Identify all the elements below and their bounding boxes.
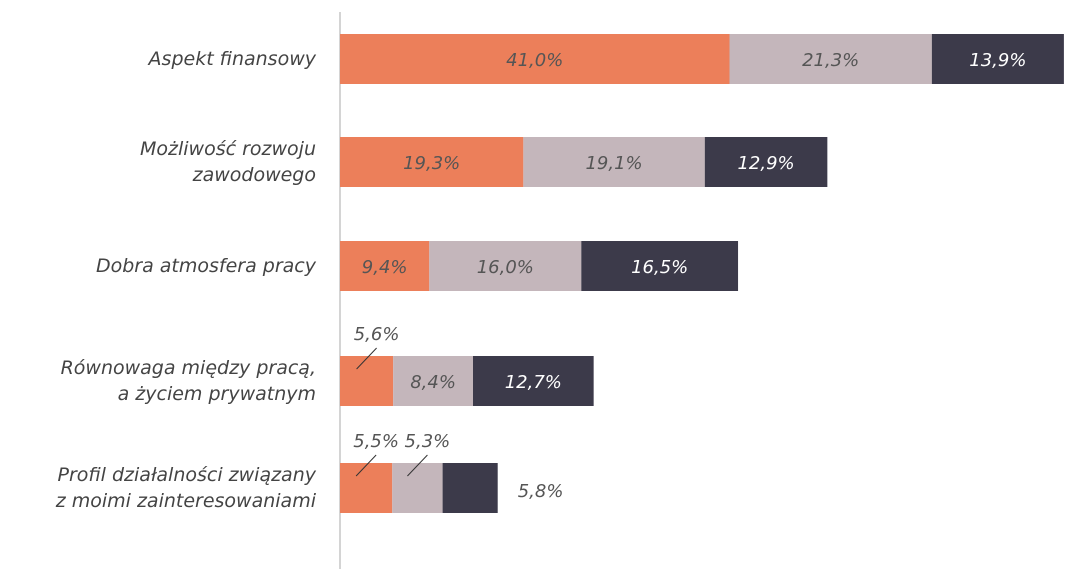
bar-segment (523, 137, 705, 187)
bar-segment (429, 241, 582, 291)
value-label: 21,3% (802, 50, 859, 71)
bar-segment (340, 241, 430, 291)
value-label: 16,5% (631, 257, 688, 278)
bar-segment (581, 241, 739, 291)
value-label: 16,0% (477, 257, 534, 278)
value-label: 8,4% (410, 372, 456, 393)
bar-segment (931, 34, 1064, 84)
value-label: 19,1% (585, 153, 642, 174)
category-label: Profil działalności związany z moimi zai… (55, 464, 316, 512)
bar-segment (340, 356, 394, 406)
bar-segment (393, 356, 473, 406)
bar-segment (340, 137, 524, 187)
value-label: 12,9% (737, 153, 794, 174)
leader-line (407, 454, 428, 477)
value-label: 13,9% (969, 50, 1026, 71)
bar-segment (340, 463, 393, 513)
leader-line (355, 454, 377, 477)
bar-segment (442, 463, 498, 513)
leader-line (356, 347, 377, 370)
category-label: Aspekt finansowy (148, 48, 316, 70)
bar-segment (704, 137, 828, 187)
bar-segment (729, 34, 932, 84)
category-label: Dobra atmosfera pracy (95, 255, 316, 277)
value-label: 5,3% (405, 431, 451, 452)
bar-segment (473, 356, 594, 406)
bar-segment (340, 34, 730, 84)
value-label: 12,7% (505, 372, 562, 393)
value-label: 5,5% (353, 431, 399, 452)
category-label: Możliwość rozwoju zawodowego (140, 138, 316, 186)
bar-segment (392, 463, 443, 513)
category-label: Równowaga między pracą, a życiem prywatn… (60, 357, 316, 405)
value-label: 19,3% (403, 153, 460, 174)
value-label: 41,0% (506, 50, 563, 71)
value-label: 5,8% (518, 481, 564, 502)
value-label: 9,4% (362, 257, 408, 278)
value-label: 5,6% (354, 324, 400, 345)
